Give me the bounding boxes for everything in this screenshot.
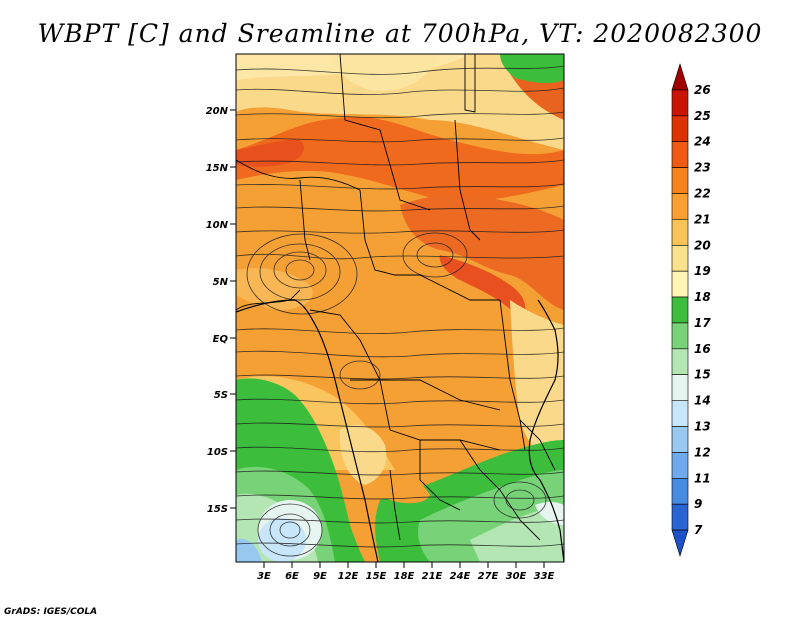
colorbar-swatch bbox=[671, 426, 689, 453]
colorbar-swatch bbox=[671, 270, 689, 298]
colorbar-label: 17 bbox=[694, 316, 711, 330]
field-deep-red-west bbox=[236, 139, 304, 167]
colorbar-label: 11 bbox=[694, 471, 711, 485]
field-deep-red-east bbox=[439, 255, 526, 320]
colorbar-label: 26 bbox=[694, 83, 711, 97]
colorbar-label: 7 bbox=[694, 523, 703, 537]
colorbar-label: 12 bbox=[694, 445, 711, 459]
lat-tick-label: 5N bbox=[213, 277, 229, 288]
lon-tick-label: 12E bbox=[338, 571, 359, 582]
colorbar-swatch bbox=[671, 115, 689, 142]
colorbar-label: 19 bbox=[694, 264, 711, 278]
lat-tick-label: 10N bbox=[206, 220, 229, 231]
lon-tick-label: 3E bbox=[257, 571, 271, 582]
lat-tick-label: 10S bbox=[207, 447, 228, 458]
field-east-warm bbox=[510, 300, 564, 470]
lat-tick-label: 15S bbox=[207, 504, 228, 515]
lon-tick-label: 33E bbox=[534, 571, 555, 582]
colorbar-swatch bbox=[671, 89, 689, 117]
credit-text: GrADS: IGES/COLA bbox=[4, 607, 97, 617]
lon-tick-label: 30E bbox=[506, 571, 527, 582]
colorbar: 26 25 24 23 22 21 20 19 18 17 16 15 14 13 12 11 9 7 bbox=[671, 62, 711, 558]
colorbar-swatch bbox=[671, 529, 689, 558]
colorbar-label: 20 bbox=[694, 238, 711, 252]
lat-tick-label: 5S bbox=[214, 390, 228, 401]
colorbar-swatch bbox=[671, 400, 689, 427]
country-borders bbox=[236, 54, 556, 541]
colorbar-swatch bbox=[671, 503, 689, 531]
colorbar-label: 24 bbox=[694, 135, 711, 149]
lat-tick-label: 15N bbox=[206, 163, 229, 174]
map-frame bbox=[235, 53, 565, 563]
lon-tick-label: 27E bbox=[478, 571, 499, 582]
colorbar-label: 21 bbox=[694, 212, 711, 226]
colorbar-swatch bbox=[671, 374, 689, 401]
field-red-east bbox=[400, 194, 564, 310]
field-pale-south bbox=[339, 425, 387, 485]
colorbar-swatch bbox=[671, 348, 689, 376]
colorbar-swatch bbox=[671, 167, 689, 194]
lon-tick-label: 15E bbox=[366, 571, 387, 582]
lat-tick-label: EQ bbox=[213, 334, 229, 345]
field-north-pale-2 bbox=[330, 54, 440, 91]
colorbar-label: 18 bbox=[694, 290, 711, 304]
colorbar-label: 9 bbox=[694, 497, 702, 511]
lon-tick-label: 9E bbox=[313, 571, 327, 582]
coastline-west bbox=[236, 299, 379, 562]
colorbar-swatch bbox=[671, 219, 689, 246]
lon-tick-label: 21E bbox=[422, 571, 443, 582]
lon-tick-label: 18E bbox=[394, 571, 415, 582]
colorbar-swatch bbox=[671, 193, 689, 220]
colorbar-label: 13 bbox=[694, 420, 711, 434]
field-palegreen-se bbox=[470, 505, 564, 562]
colorbar-swatch bbox=[671, 141, 689, 168]
colorbar-swatch bbox=[671, 452, 689, 479]
colorbar-swatch bbox=[671, 62, 689, 91]
colorbar-swatch bbox=[671, 296, 689, 324]
colorbar-label: 15 bbox=[694, 368, 711, 382]
figure-title: WBPT [C] and Sreamline at 700hPa, VT: 20… bbox=[38, 19, 763, 48]
lat-tick-label: 20N bbox=[206, 106, 229, 117]
field-orange-south bbox=[379, 475, 430, 504]
lon-tick-label: 6E bbox=[285, 571, 299, 582]
field-red-band bbox=[236, 116, 564, 202]
field-blue-edge bbox=[236, 538, 262, 562]
colorbar-swatch bbox=[671, 478, 689, 505]
latitude-ticks: 20N 15N 10N 5N EQ 5S 10S 15S bbox=[206, 106, 236, 515]
colorbar-label: 25 bbox=[694, 109, 711, 123]
colorbar-swatch bbox=[671, 244, 689, 272]
colorbar-label: 22 bbox=[694, 186, 711, 200]
wbpt-field bbox=[236, 54, 564, 562]
lon-tick-label: 24E bbox=[450, 571, 471, 582]
streamlines bbox=[236, 65, 564, 557]
colorbar-label: 16 bbox=[694, 342, 711, 356]
coastline-east bbox=[528, 299, 564, 562]
colorbar-swatch bbox=[671, 322, 689, 350]
field-north-warm bbox=[236, 54, 564, 150]
colorbar-label: 14 bbox=[694, 394, 711, 408]
longitude-ticks: 3E 6E 9E 12E 15E 18E 21E 24E 27E 30E 33E bbox=[257, 562, 555, 582]
colorbar-label: 23 bbox=[694, 161, 711, 175]
